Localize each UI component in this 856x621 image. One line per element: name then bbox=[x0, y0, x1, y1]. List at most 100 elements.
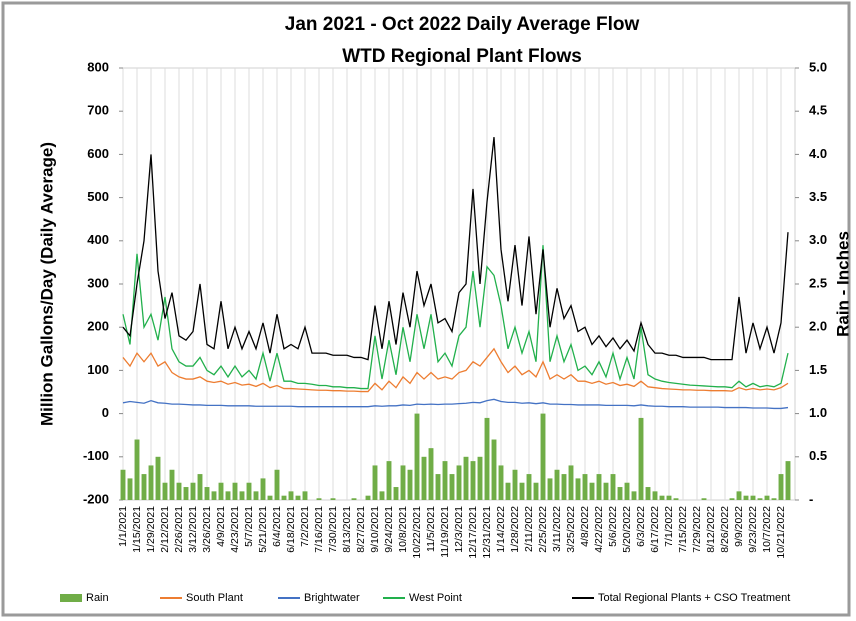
rain-bar bbox=[505, 482, 511, 500]
rain-bar bbox=[372, 465, 378, 500]
rain-bar bbox=[127, 478, 133, 500]
rain-bar bbox=[295, 495, 301, 500]
x-tick-label: 10/7/2022 bbox=[761, 506, 773, 553]
x-tick-label: 9/10/2021 bbox=[369, 506, 381, 553]
y2-tick-label: 5.0 bbox=[809, 59, 827, 74]
rain-bar bbox=[610, 474, 616, 500]
x-tick-label: 12/17/2021 bbox=[467, 506, 479, 559]
rain-bar bbox=[225, 491, 231, 500]
legend-label: Brightwater bbox=[304, 592, 360, 604]
series-line bbox=[122, 347, 789, 393]
rain-bar bbox=[456, 465, 462, 500]
x-tick-label: 1/14/2022 bbox=[495, 506, 507, 553]
y2-tick-label: 0.5 bbox=[809, 448, 827, 463]
rain-bar bbox=[701, 498, 707, 500]
rain-bar bbox=[211, 491, 217, 500]
rain-bar bbox=[288, 491, 294, 500]
rain-bar bbox=[449, 474, 455, 500]
x-tick-label: 4/8/2022 bbox=[579, 506, 591, 547]
rain-bar bbox=[134, 439, 140, 500]
rain-bar bbox=[519, 482, 525, 500]
x-tick-label: 3/25/2022 bbox=[565, 506, 577, 553]
rain-bar bbox=[428, 448, 434, 500]
y2-tick-label: 1.0 bbox=[809, 405, 827, 420]
rain-bar bbox=[351, 498, 357, 500]
y-tick-label: 700 bbox=[87, 103, 109, 118]
rain-bar bbox=[526, 474, 532, 500]
rain-bar bbox=[757, 498, 763, 500]
rain-bar bbox=[512, 469, 518, 500]
rain-bar bbox=[547, 478, 553, 500]
x-tick-label: 10/8/2021 bbox=[397, 506, 409, 553]
y-tick-label: 100 bbox=[87, 362, 109, 377]
x-tick-label: 6/17/2022 bbox=[649, 506, 661, 553]
x-tick-label: 4/22/2022 bbox=[593, 506, 605, 553]
y-tick-label: 500 bbox=[87, 189, 109, 204]
rain-bar bbox=[729, 498, 735, 500]
y2-tick-label: 1.5 bbox=[809, 362, 827, 377]
rain-bar bbox=[148, 465, 154, 500]
x-tick-label: 6/3/2022 bbox=[635, 506, 647, 547]
x-tick-label: 7/29/2022 bbox=[691, 506, 703, 553]
y2-axis-title: Rain - Inches bbox=[833, 231, 852, 337]
x-tick-label: 9/23/2022 bbox=[747, 506, 759, 553]
x-tick-label: 6/4/2021 bbox=[271, 506, 283, 547]
series-line bbox=[122, 398, 789, 410]
rain-bar bbox=[120, 469, 126, 500]
x-tick-label: 1/1/2021 bbox=[117, 506, 129, 547]
x-tick-label: 11/5/2021 bbox=[425, 506, 437, 552]
y-axis-title: Million Gallons/Day (Daily Average) bbox=[37, 142, 56, 426]
y2-tick-label: 2.5 bbox=[809, 275, 827, 290]
legend-label: Rain bbox=[86, 592, 109, 604]
rain-bar bbox=[141, 474, 147, 500]
x-tick-label: 9/9/2022 bbox=[733, 506, 745, 547]
legend-label: West Point bbox=[409, 592, 462, 604]
rain-bar bbox=[197, 474, 203, 500]
rain-bar bbox=[316, 498, 322, 500]
rain-bar bbox=[589, 482, 595, 500]
x-tick-label: 11/19/2021 bbox=[439, 506, 451, 558]
legend-label: Total Regional Plants + CSO Treatment bbox=[598, 592, 790, 604]
rain-bar bbox=[267, 495, 273, 500]
y2-tick-label: - bbox=[809, 491, 813, 506]
x-tick-label: 3/11/2022 bbox=[551, 506, 563, 552]
rain-bar bbox=[379, 491, 385, 500]
x-tick-label: 3/26/2021 bbox=[201, 506, 213, 553]
rain-bar bbox=[736, 491, 742, 500]
x-tick-label: 10/22/2021 bbox=[411, 506, 423, 559]
y-tick-label: 0 bbox=[102, 405, 109, 420]
rain-bar bbox=[596, 474, 602, 500]
rain-bar bbox=[533, 482, 539, 500]
y-tick-label: -200 bbox=[83, 491, 109, 506]
x-tick-label: 7/1/2022 bbox=[663, 506, 675, 547]
x-tick-label: 8/13/2021 bbox=[341, 506, 353, 553]
y-tick-label: 300 bbox=[87, 275, 109, 290]
x-tick-label: 7/15/2022 bbox=[677, 506, 689, 553]
rain-bar bbox=[743, 495, 749, 500]
x-tick-label: 4/9/2021 bbox=[215, 506, 227, 547]
rain-bar bbox=[554, 469, 560, 500]
rain-bar bbox=[239, 491, 245, 500]
rain-bar bbox=[442, 461, 448, 500]
rain-bar bbox=[253, 491, 259, 500]
x-tick-label: 2/25/2022 bbox=[537, 506, 549, 553]
y2-tick-label: 2.0 bbox=[809, 319, 827, 334]
legend-swatch bbox=[60, 594, 82, 602]
chart-subtitle: WTD Regional Plant Flows bbox=[342, 46, 582, 67]
x-tick-label: 7/2/2021 bbox=[299, 506, 311, 547]
rain-bar bbox=[190, 482, 196, 500]
x-tick-label: 2/26/2021 bbox=[173, 506, 185, 553]
rain-bar bbox=[463, 456, 469, 500]
legend-label: South Plant bbox=[186, 592, 243, 604]
rain-bar bbox=[673, 498, 679, 500]
chart-title: Jan 2021 - Oct 2022 Daily Average Flow bbox=[285, 14, 640, 35]
x-tick-label: 10/21/2022 bbox=[775, 506, 787, 559]
x-tick-label: 8/27/2021 bbox=[355, 506, 367, 553]
x-tick-label: 2/12/2021 bbox=[159, 506, 171, 553]
y-tick-label: 600 bbox=[87, 146, 109, 161]
rain-bar bbox=[365, 495, 371, 500]
rain-bar bbox=[477, 456, 483, 500]
rain-bar bbox=[561, 474, 567, 500]
